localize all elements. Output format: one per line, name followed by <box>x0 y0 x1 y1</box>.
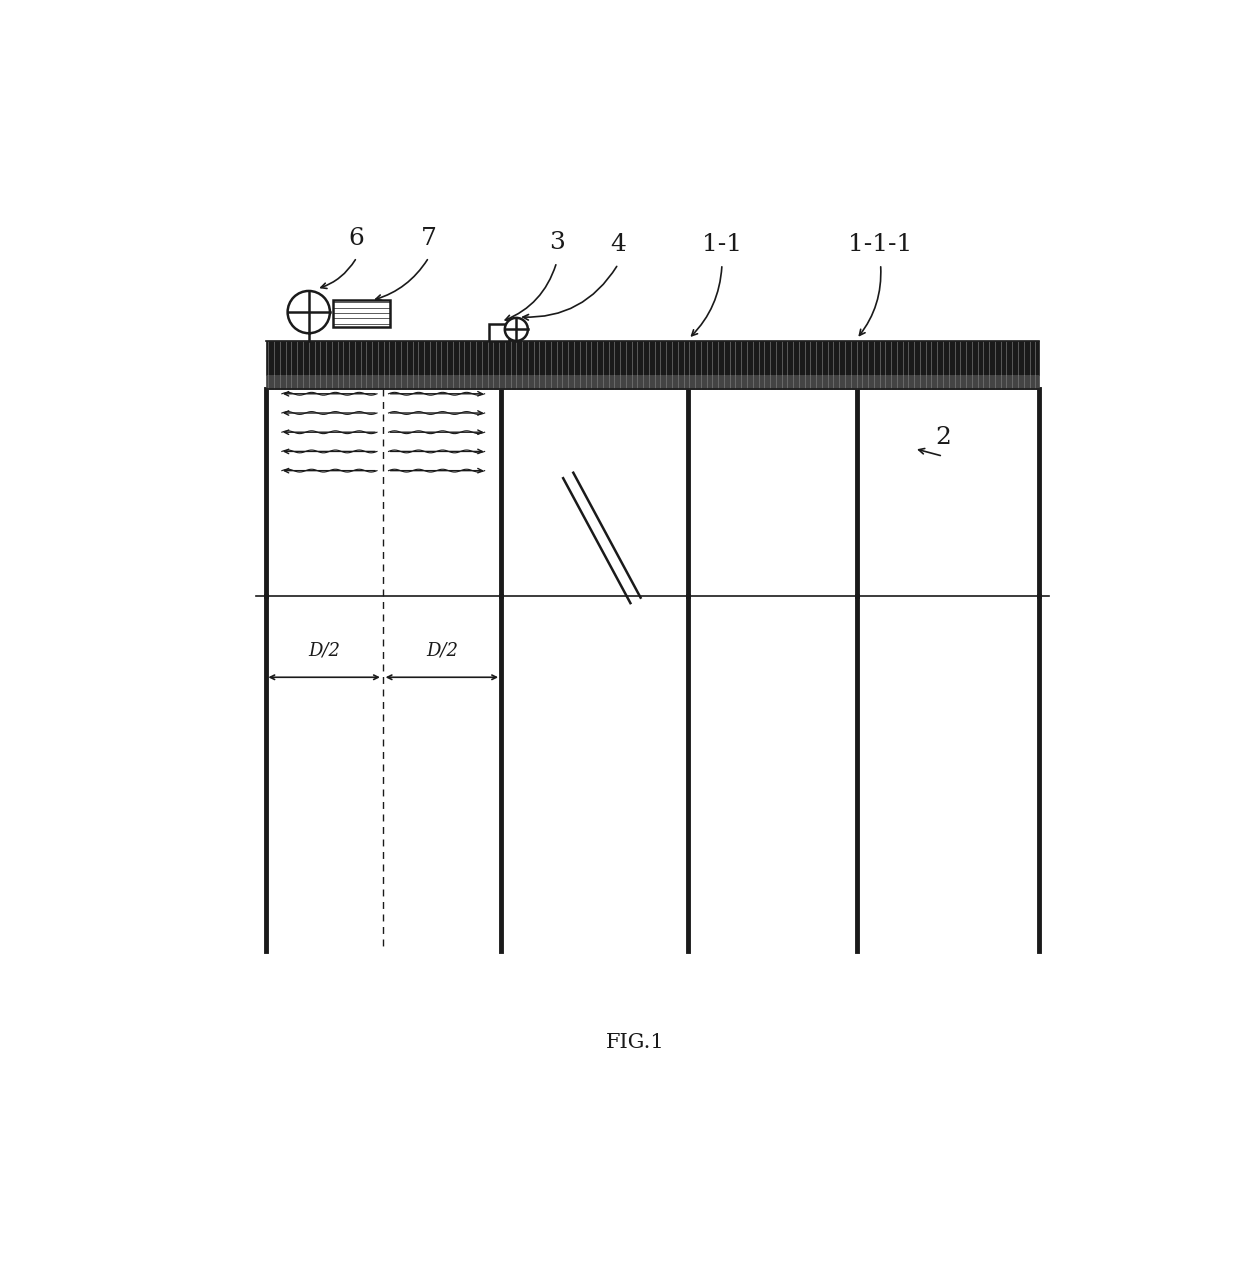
Circle shape <box>288 291 330 333</box>
Bar <box>265 374 1039 388</box>
Text: D/2: D/2 <box>425 641 458 660</box>
Text: 4: 4 <box>610 233 626 257</box>
Text: 7: 7 <box>420 226 436 249</box>
Text: FIG.1: FIG.1 <box>606 1034 665 1052</box>
Bar <box>332 300 391 326</box>
Text: 3: 3 <box>549 231 564 254</box>
Text: 1-1-1: 1-1-1 <box>848 233 913 257</box>
Bar <box>490 324 508 340</box>
Text: 1-1: 1-1 <box>702 233 742 257</box>
Text: 2: 2 <box>935 425 951 449</box>
Circle shape <box>505 318 528 340</box>
Bar <box>265 340 1039 374</box>
Text: 6: 6 <box>348 226 365 249</box>
Text: D/2: D/2 <box>308 641 340 660</box>
